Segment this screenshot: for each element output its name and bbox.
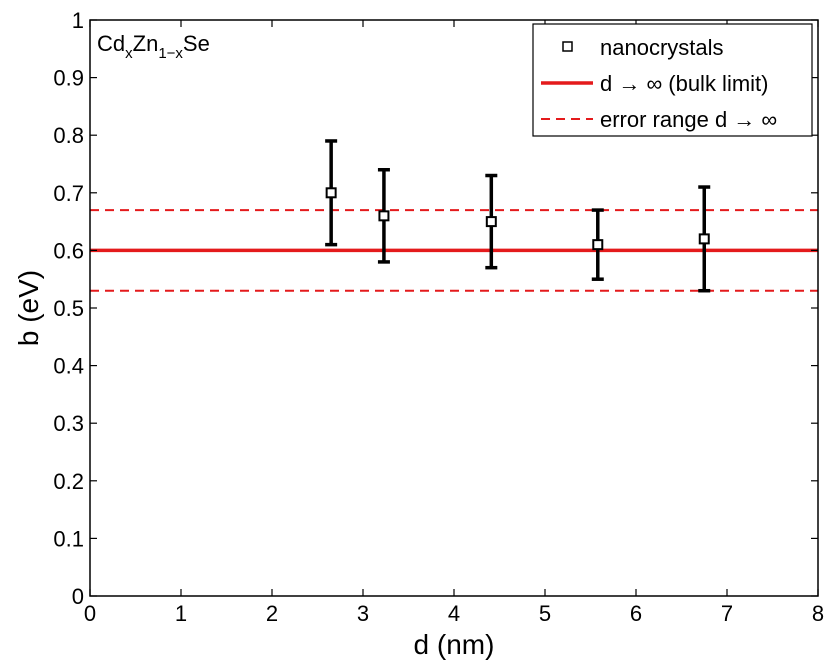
y-tick-label: 0.2 xyxy=(53,469,84,494)
tick-labels: 0 1 2 3 4 5 6 7 8 0 0.1 0.2 0.3 0.4 0.5 0.6 0.7 0.8 0.9 1 xyxy=(53,8,824,626)
legend: nanocrystals d → ∞ (bulk limit) error ra… xyxy=(532,23,813,137)
nanocrystal-data-point xyxy=(698,233,710,245)
legend-marker-nanocrystals xyxy=(562,41,573,52)
composition-annotation: CdxZn1−xSe xyxy=(97,31,210,62)
legend-label-bulk-limit: d → ∞ (bulk limit) xyxy=(600,71,768,96)
annotation-cd: Cd xyxy=(97,31,125,56)
x-tick-label: 0 xyxy=(84,601,96,626)
x-tick-label: 6 xyxy=(630,601,642,626)
ticks xyxy=(89,19,819,597)
nanocrystal-data-point xyxy=(325,187,337,199)
y-tick-label: 0.7 xyxy=(53,181,84,206)
x-tick-label: 7 xyxy=(721,601,733,626)
x-tick-label: 8 xyxy=(812,601,824,626)
legend-label-error-range: error range d → ∞ xyxy=(600,107,777,132)
plot-content xyxy=(90,139,818,293)
x-tick-label: 1 xyxy=(175,601,187,626)
legend-box xyxy=(532,23,813,137)
x-tick-label: 3 xyxy=(357,601,369,626)
nanocrystal-data-point xyxy=(592,239,604,251)
y-tick-label: 0.6 xyxy=(53,238,84,263)
y-tick-label: 1 xyxy=(72,8,84,33)
annotation-1mx-subscript: 1−x xyxy=(158,45,183,62)
y-tick-label: 0.4 xyxy=(53,354,84,379)
y-tick-label: 0.8 xyxy=(53,123,84,148)
nanocrystal-data-point xyxy=(378,210,390,222)
annotation-x-subscript: x xyxy=(125,45,133,62)
x-tick-label: 5 xyxy=(539,601,551,626)
y-tick-label: 0.9 xyxy=(53,66,84,91)
y-axis-label: b (eV) xyxy=(13,270,44,346)
y-tick-label: 0 xyxy=(72,584,84,609)
legend-label-nanocrystals: nanocrystals xyxy=(600,35,724,60)
annotation-se: Se xyxy=(183,31,210,56)
annotation-zn: Zn xyxy=(133,31,159,56)
y-tick-label: 0.5 xyxy=(53,296,84,321)
x-axis-label: d (nm) xyxy=(414,629,495,660)
x-tick-label: 4 xyxy=(448,601,460,626)
y-tick-label: 0.1 xyxy=(53,526,84,551)
y-tick-label: 0.3 xyxy=(53,411,84,436)
x-tick-label: 2 xyxy=(266,601,278,626)
nanocrystal-data-point xyxy=(485,216,497,228)
